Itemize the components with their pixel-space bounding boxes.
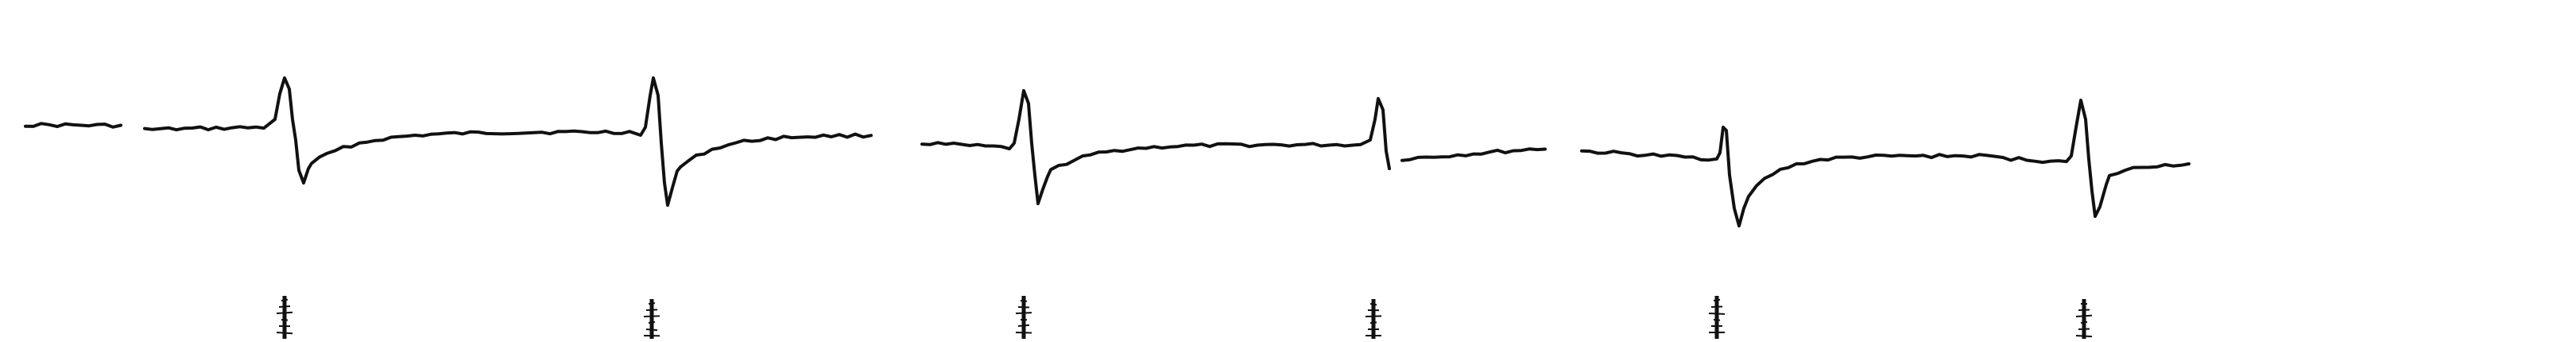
trace-segment-1 bbox=[143, 76, 873, 207]
trace-segment-2 bbox=[920, 89, 1391, 205]
marker-tick-3 bbox=[1015, 296, 1032, 339]
trace-segment-1a bbox=[24, 122, 122, 129]
marker-tick-2 bbox=[643, 299, 660, 339]
marker-tick-5 bbox=[1708, 296, 1726, 339]
marker-tick-1 bbox=[276, 296, 293, 339]
marker-group bbox=[276, 296, 2093, 339]
trace-segment-3 bbox=[1580, 99, 2191, 227]
trace-segment-2b bbox=[1400, 147, 1547, 162]
trace-group bbox=[24, 76, 2191, 227]
marker-tick-6 bbox=[2075, 299, 2093, 339]
marker-tick-4 bbox=[1365, 299, 1382, 339]
